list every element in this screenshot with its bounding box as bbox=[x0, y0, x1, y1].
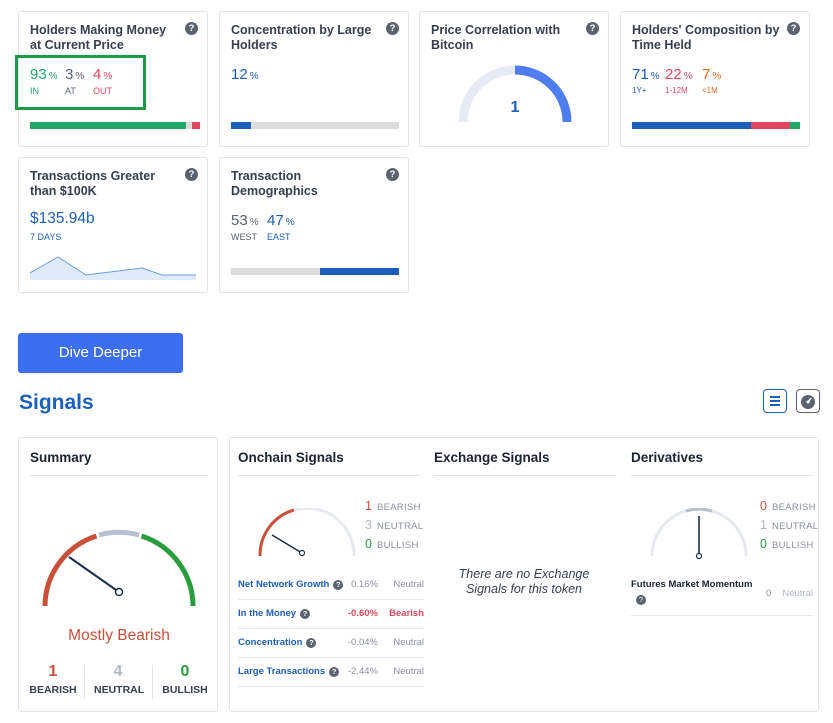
demographics-east-label: EAST bbox=[267, 232, 291, 242]
signal-row[interactable]: Concentration? -0.04% Neutral bbox=[238, 629, 424, 658]
signal-row[interactable]: In the Money? -0.60% Bearish bbox=[238, 600, 424, 629]
demographics-bar-west bbox=[231, 268, 321, 275]
help-icon[interactable]: ? bbox=[386, 168, 399, 181]
derivatives-title: Derivatives bbox=[631, 450, 704, 465]
help-icon[interactable]: ? bbox=[306, 638, 317, 648]
correlation-card: Price Correlation with Bitcoin ? 1 bbox=[419, 11, 609, 147]
signals-panel: Onchain Signals 1 BEARISH 3 NEUTRAL 0 BULLI… bbox=[229, 437, 819, 712]
signal-row[interactable]: Large Transactions? -2.44% Neutral bbox=[238, 658, 424, 687]
summary-bullish: 0 BULLISH bbox=[162, 663, 208, 696]
help-icon[interactable]: ? bbox=[333, 580, 344, 590]
derivatives-row[interactable]: Futures Market Momentum ? 0 Neutral bbox=[631, 578, 813, 616]
signal-row[interactable]: Net Network Growth? 0.16% Neutral bbox=[238, 571, 424, 600]
help-icon[interactable]: ? bbox=[386, 22, 399, 35]
signals-heading: Signals bbox=[19, 391, 94, 414]
composition-bar-mid bbox=[751, 122, 790, 129]
correlation-title: Price Correlation with Bitcoin bbox=[431, 23, 561, 52]
money-out-label: OUT bbox=[93, 86, 112, 96]
demographics-bar bbox=[231, 268, 399, 275]
help-icon[interactable]: ? bbox=[586, 22, 599, 35]
exchange-title: Exchange Signals bbox=[434, 450, 550, 465]
summary-title: Summary bbox=[30, 450, 92, 465]
derivatives-row-value: 0 bbox=[766, 588, 772, 599]
money-card: Holders Making Money at Current Price ? … bbox=[18, 11, 208, 147]
derivatives-row-name: Futures Market Momentum bbox=[631, 579, 753, 590]
onchain-needle bbox=[271, 534, 303, 554]
onchain-bullish: 0 BULLISH bbox=[365, 537, 419, 551]
demographics-west-value: 53% bbox=[231, 212, 259, 229]
transactions-title: Transactions Greater than $100K bbox=[30, 169, 156, 198]
composition-short-label: <1M bbox=[702, 86, 718, 95]
concentration-title: Concentration by Large Holders bbox=[231, 23, 372, 52]
concentration-bar-fill bbox=[231, 122, 252, 129]
derivatives-neutral: 1 NEUTRAL bbox=[760, 518, 819, 532]
money-in-label: IN bbox=[30, 86, 39, 96]
composition-card: Holders' Composition by Time Held ? 71% … bbox=[620, 11, 810, 147]
help-icon[interactable]: ? bbox=[185, 22, 198, 35]
concentration-bar bbox=[231, 122, 399, 129]
money-bar-out bbox=[191, 122, 200, 129]
derivatives-gauge bbox=[650, 508, 748, 560]
demographics-card: Transaction Demographics ? 53% 47% WEST … bbox=[219, 157, 409, 293]
money-out-value: 4% bbox=[93, 66, 113, 83]
summary-needle bbox=[68, 556, 120, 593]
money-at-label: AT bbox=[65, 86, 76, 96]
summary-gauge bbox=[42, 529, 196, 607]
demographics-bar-east bbox=[320, 268, 399, 275]
help-icon[interactable]: ? bbox=[787, 22, 800, 35]
correlation-gauge-fill bbox=[514, 65, 572, 123]
money-in-value: 93% bbox=[30, 66, 58, 83]
help-icon[interactable]: ? bbox=[636, 595, 646, 605]
composition-long-label: 1Y+ bbox=[632, 86, 647, 95]
exchange-empty-message: There are no Exchange Signals for this t… bbox=[458, 567, 590, 596]
transactions-value: $135.94b bbox=[30, 210, 95, 227]
demographics-east-value: 47% bbox=[267, 212, 295, 229]
help-icon[interactable]: ? bbox=[185, 168, 198, 181]
derivatives-bullish: 0 BULLISH bbox=[760, 537, 814, 551]
composition-short-value: 7% bbox=[702, 66, 722, 83]
help-icon[interactable]: ? bbox=[329, 667, 340, 677]
onchain-neutral: 3 NEUTRAL bbox=[365, 518, 424, 532]
composition-title: Holders' Composition by Time Held bbox=[632, 23, 780, 52]
help-icon[interactable]: ? bbox=[300, 609, 311, 619]
money-title: Holders Making Money at Current Price bbox=[30, 23, 167, 52]
composition-bar bbox=[632, 122, 800, 129]
composition-long-value: 71% bbox=[632, 66, 660, 83]
summary-verdict: Mostly Bearish bbox=[68, 627, 170, 644]
gauge-view-icon[interactable] bbox=[796, 389, 820, 413]
money-at-value: 3% bbox=[65, 66, 85, 83]
transactions-period: 7 DAYS bbox=[30, 232, 62, 242]
derivatives-bearish: 0 BEARISH bbox=[760, 499, 816, 513]
transactions-card: Transactions Greater than $100K ? $135.9… bbox=[18, 157, 208, 293]
summary-bearish: 1 BEARISH bbox=[29, 663, 77, 696]
onchain-bearish: 1 BEARISH bbox=[365, 499, 421, 513]
demographics-title: Transaction Demographics bbox=[231, 169, 318, 198]
concentration-card: Concentration by Large Holders ? 12% bbox=[219, 11, 409, 147]
dive-deeper-button[interactable]: Dive Deeper bbox=[18, 333, 183, 373]
summary-panel: Summary Mostly Bearish 1 BEARISH 4 NEUTR… bbox=[18, 437, 218, 712]
money-bar bbox=[30, 122, 200, 129]
concentration-value: 12% bbox=[231, 66, 259, 83]
transactions-sparkline bbox=[30, 256, 196, 280]
composition-mid-value: 22% bbox=[665, 66, 693, 83]
composition-bar-short bbox=[789, 122, 800, 129]
derivatives-row-status: Neutral bbox=[782, 588, 813, 599]
money-bar-at bbox=[186, 122, 192, 129]
correlation-value: 1 bbox=[510, 99, 520, 116]
money-bar-in bbox=[30, 122, 187, 129]
highlight-box bbox=[15, 55, 146, 110]
list-view-icon[interactable] bbox=[763, 389, 787, 413]
summary-neutral: 4 NEUTRAL bbox=[94, 663, 145, 696]
onchain-gauge bbox=[258, 508, 356, 557]
composition-mid-label: 1-12M bbox=[665, 86, 688, 95]
demographics-west-label: WEST bbox=[231, 232, 257, 242]
onchain-title: Onchain Signals bbox=[238, 450, 344, 465]
composition-bar-long bbox=[632, 122, 752, 129]
correlation-gauge bbox=[458, 65, 572, 123]
